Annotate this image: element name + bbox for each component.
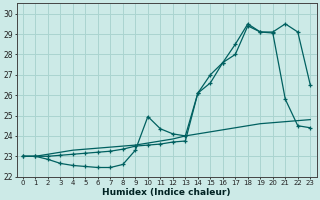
X-axis label: Humidex (Indice chaleur): Humidex (Indice chaleur): [102, 188, 231, 197]
